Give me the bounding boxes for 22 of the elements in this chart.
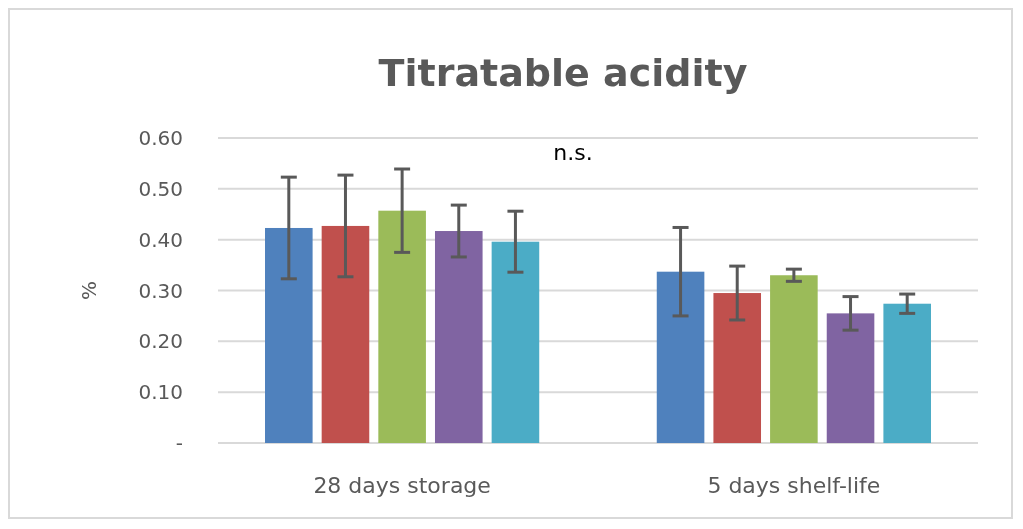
y-tick-label: -: [175, 431, 183, 455]
bar: [656, 271, 705, 443]
annotation: n.s.: [553, 140, 593, 165]
y-axis-title: %: [77, 280, 101, 301]
bar: [826, 313, 875, 443]
y-tick-label: 0.40: [138, 227, 183, 252]
bar: [434, 231, 483, 443]
bar: [491, 241, 540, 443]
y-tick-label: 0.10: [138, 380, 183, 405]
bar: [770, 275, 818, 443]
y-tick-label: 0.30: [138, 278, 183, 303]
bar: [321, 225, 370, 443]
bar: [713, 293, 762, 443]
bar: [883, 303, 931, 443]
y-tick-label: 0.60: [138, 126, 183, 150]
chart-title: Titratable acidity: [378, 51, 748, 95]
x-tick-label: 28 days storage: [313, 473, 491, 498]
bar: [378, 210, 426, 443]
bar: [265, 227, 313, 443]
x-tick-label: 5 days shelf-life: [707, 473, 881, 498]
y-tick-label: 0.20: [138, 329, 183, 354]
y-tick-label: 0.50: [138, 176, 183, 201]
